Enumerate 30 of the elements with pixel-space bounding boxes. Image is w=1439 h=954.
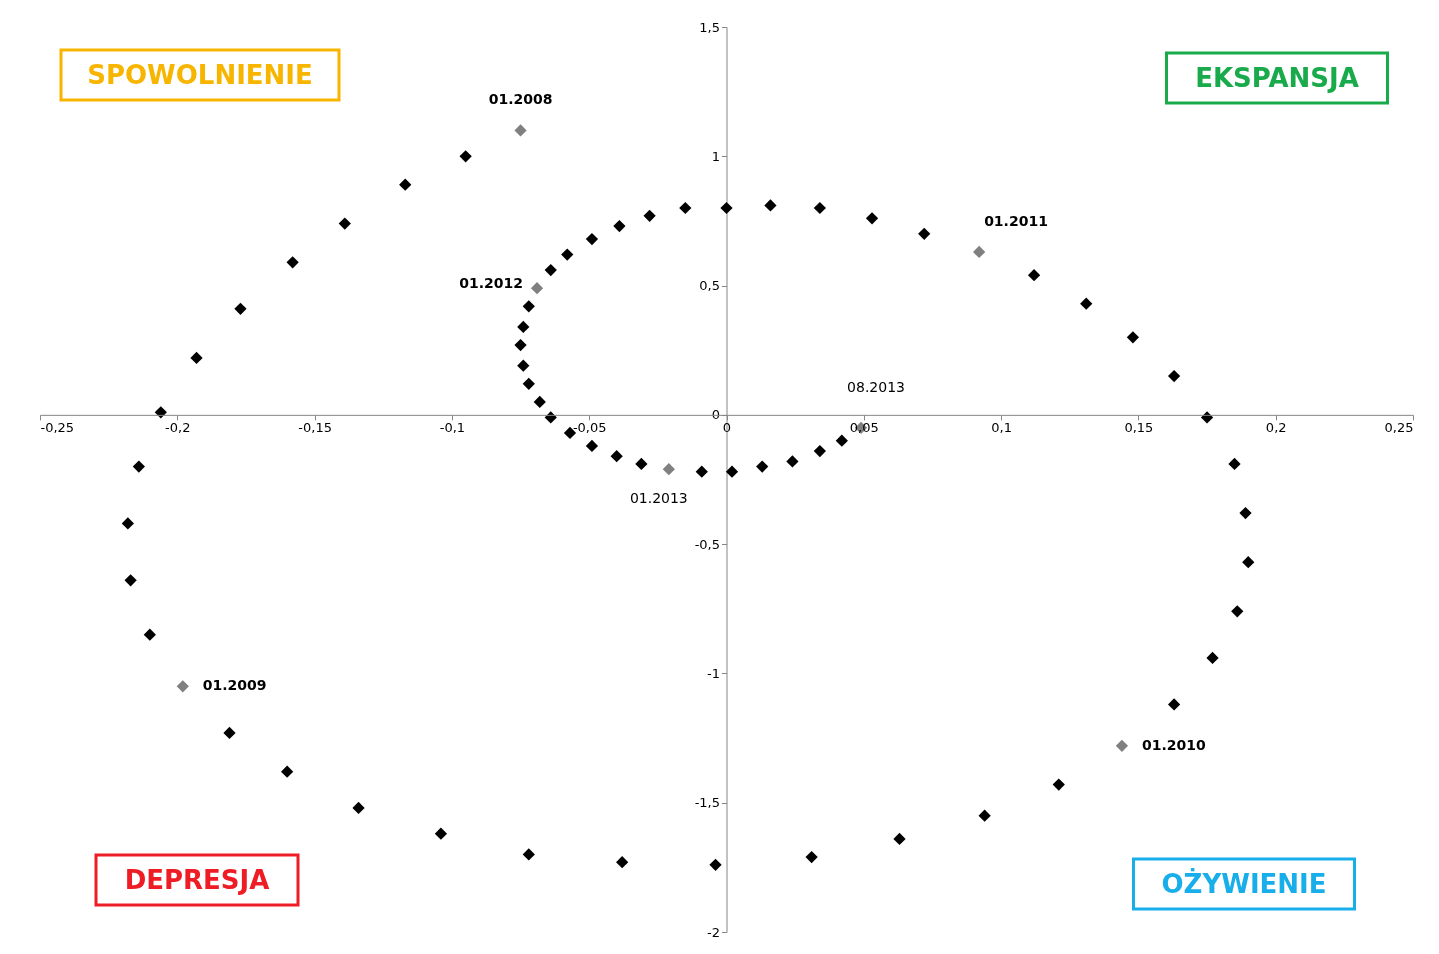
annotation: 01.2012 (459, 275, 524, 292)
annotation: 01.2010 (1141, 736, 1206, 753)
annotation: 01.2013 (629, 490, 688, 507)
x-tick-label: -0,15 (298, 420, 332, 436)
x-tick-label: -0,2 (165, 420, 191, 436)
x-tick-label: -0,05 (572, 420, 607, 436)
x-tick-label: 0,1 (991, 420, 1012, 436)
annotation: 01.2009 (202, 677, 267, 694)
x-tick-label: 0,05 (849, 420, 879, 436)
annotation: DEPRESJA (124, 865, 270, 895)
x-tick-label: 0,15 (1124, 420, 1154, 436)
x-tick-label: -0,25 (40, 420, 75, 436)
annotation: 01.2008 (488, 91, 553, 108)
x-tick-label: 0,2 (1265, 420, 1287, 436)
annotation: 08.2013 (847, 378, 906, 395)
y-tick-label: 1,5 (699, 19, 720, 35)
y-tick-label: -1,5 (694, 795, 720, 811)
annotation: EKSPANSJA (1195, 63, 1359, 93)
annotation: OŻYWIENIE (1161, 868, 1327, 899)
y-tick-label: -0,5 (694, 536, 720, 552)
x-tick-label: -0,1 (439, 420, 466, 436)
x-tick-label: 0,25 (1384, 420, 1414, 436)
y-tick-label: 0 (711, 407, 720, 423)
annotation: SPOWOLNIENIE (87, 60, 313, 90)
y-tick-label: 0,5 (699, 278, 720, 294)
annotation: 01.2011 (984, 212, 1048, 229)
y-tick-label: -1 (707, 665, 720, 681)
x-tick-label: 0 (722, 420, 732, 436)
y-tick-label: 1 (711, 148, 720, 164)
y-tick-label: -2 (707, 924, 720, 940)
